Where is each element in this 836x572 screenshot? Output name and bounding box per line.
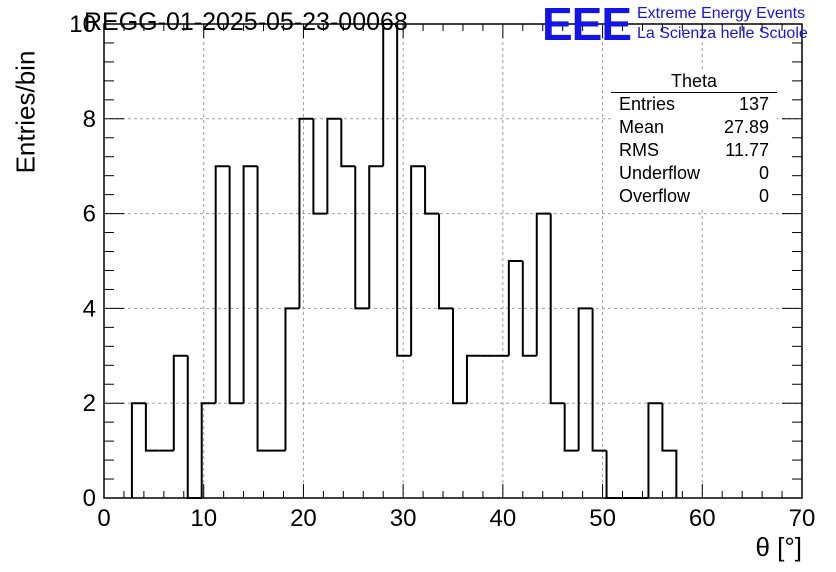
histogram-bin [368,165,384,309]
histogram-bin [326,117,342,214]
tick-labels: 0 10 20 30 40 50 60 70 0 2 4 6 8 10 [69,11,815,532]
stats-value: 27.89 [723,117,769,137]
stats-label: Mean [619,117,665,137]
histogram-bin [549,213,565,405]
histogram-bin [200,402,216,498]
stats-label: RMS [619,140,659,160]
histogram-bars [130,23,678,499]
y-tick-label: 2 [83,390,96,417]
stats-row-rms: RMS 11.77 [611,139,777,162]
histogram-bin [214,165,230,404]
stats-label: Entries [619,94,676,114]
eee-logo: EEE [542,0,632,50]
y-tick-label: 8 [83,106,96,133]
histogram-bin [396,24,412,357]
histogram-bin [521,261,537,357]
histogram-bin [186,355,202,499]
x-axis-label: θ [°] [755,532,802,562]
x-tick-label: 60 [689,505,716,532]
histogram-bin [563,403,579,452]
histogram-bin [130,402,146,498]
stats-row-entries: Entries 137 [611,93,777,116]
x-tick-label: 30 [390,505,417,532]
stats-box: Theta Entries 137 Mean 27.89 RMS 11.77 U… [611,70,777,208]
histogram-bin [298,117,314,309]
stats-label: Underflow [619,163,701,183]
logo-line-1: Extreme Energy Events [637,5,806,22]
stats-label: Overflow [619,186,691,206]
logo-text: Extreme Energy Events La Scienza nelle S… [637,4,808,44]
logo-line-2: La Scienza nelle Scuole [637,25,808,42]
histogram-bin [144,403,160,452]
stats-title: Theta [611,70,777,93]
stats-value: 11.77 [725,140,769,160]
histogram-bin [382,23,398,167]
stats-row-overflow: Overflow 0 [611,185,777,208]
histogram-bin [410,165,426,356]
histogram-bin [172,354,188,451]
histogram-bin [535,212,551,356]
y-tick-label: 6 [83,201,96,228]
y-tick-label: 10 [69,11,96,38]
y-axis-label: Entries/bin [10,50,41,174]
histogram-bin [605,450,621,499]
plot-frame [103,23,803,499]
histogram-bin [647,402,663,498]
y-axis-label-wrap: Entries/bin [8,0,44,572]
stats-row-mean: Mean 27.89 [611,116,777,139]
histogram-bin [591,308,607,452]
chart-title: REGG-01-2025-05-23-00068 [84,8,408,36]
histogram-bin [312,118,328,215]
histogram-bin [340,118,356,168]
stats-row-underflow: Underflow 0 [611,162,777,185]
histogram-bin [242,165,258,404]
x-tick-label: 20 [290,505,317,532]
histogram-bin [284,307,300,451]
histogram-bin [465,354,481,404]
histogram-bin [452,308,467,405]
histogram-bin [661,403,678,498]
stats-value: 0 [758,163,769,183]
x-tick-label: 0 [97,505,110,532]
histogram-bin [438,213,453,310]
histogram-bin [354,166,370,310]
y-tick-label: 0 [83,485,96,512]
x-tick-label: 50 [589,505,616,532]
y-tick-label: 4 [83,295,96,322]
x-tick-label: 70 [789,505,816,532]
x-tick-label: 40 [490,505,517,532]
stats-value: 137 [738,94,769,114]
histogram-bin [424,166,440,215]
histogram-bin [228,166,244,405]
histogram-bin [507,260,523,356]
histogram-bin [256,166,272,452]
histogram-bin [577,307,593,451]
stats-value: 0 [758,186,769,206]
x-tick-label: 10 [190,505,217,532]
